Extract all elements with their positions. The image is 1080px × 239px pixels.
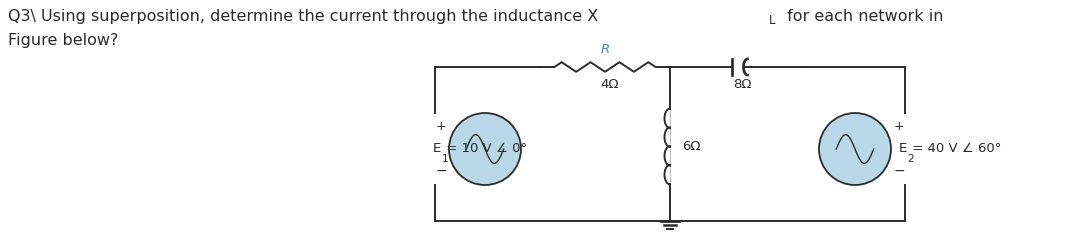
Text: 2: 2 xyxy=(907,154,914,164)
Text: R: R xyxy=(600,43,609,56)
Text: E: E xyxy=(433,141,441,154)
Text: for each network in: for each network in xyxy=(782,9,944,24)
Text: 1: 1 xyxy=(442,154,448,164)
Circle shape xyxy=(819,113,891,185)
Text: Q3\ Using superposition, determine the current through the inductance X: Q3\ Using superposition, determine the c… xyxy=(8,9,598,24)
Text: −: − xyxy=(893,164,905,178)
Text: 4Ω: 4Ω xyxy=(600,78,619,91)
Text: = 10 V ∠ 0°: = 10 V ∠ 0° xyxy=(442,141,527,154)
Text: +: + xyxy=(893,120,904,133)
Text: L: L xyxy=(769,13,775,27)
Text: Figure below?: Figure below? xyxy=(8,33,119,48)
Text: 6Ω: 6Ω xyxy=(681,140,701,153)
Text: −: − xyxy=(435,164,447,178)
Text: = 40 V ∠ 60°: = 40 V ∠ 60° xyxy=(907,141,1001,154)
Text: 8Ω: 8Ω xyxy=(733,78,752,91)
Text: E: E xyxy=(899,141,907,154)
Text: +: + xyxy=(435,120,446,133)
Circle shape xyxy=(449,113,521,185)
